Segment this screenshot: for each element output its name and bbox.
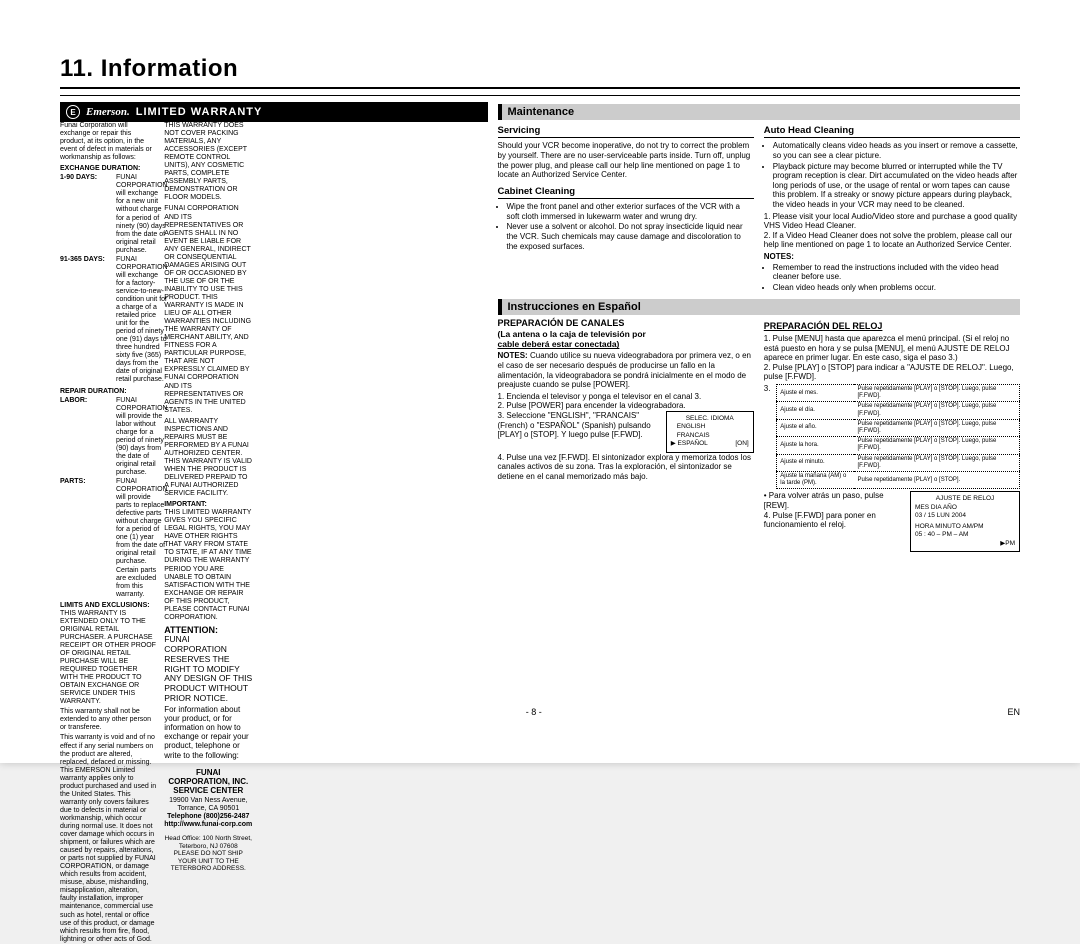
es-back: Para volver atrás un paso, pulse [REW]. <box>764 491 884 510</box>
no-ship: PLEASE DO NOT SHIP YOUR UNIT TO THE TETE… <box>164 850 252 872</box>
warranty-col-a: Funai Corporation will exchange or repai… <box>60 122 156 944</box>
box1-o3: ▶ ESPAÑOL <box>671 440 708 448</box>
canales-sub1: (La antena o la caja de televisión por <box>498 329 754 339</box>
v-91-365: FUNAI CORPORATION will exchange for a fa… <box>116 256 168 385</box>
box1-title: SELEC. IDIOMA <box>671 415 749 423</box>
service-center: SERVICE CENTER <box>164 786 252 795</box>
limits-p1: THIS WARRANTY IS EXTENDED ONLY TO THE OR… <box>60 610 156 707</box>
reloj-h: PREPARACIÓN DEL RELOJ <box>764 321 1020 332</box>
limits-h: LIMITS AND EXCLUSIONS: <box>60 602 156 610</box>
box2-l2: 03 / 15 LUN 2004 <box>915 512 1015 520</box>
can-notes-h: NOTES: <box>498 351 528 360</box>
idioma-box: SELEC. IDIOMA ENGLISH FRANCAIS ▶ ESPAÑOL… <box>666 411 754 453</box>
page-lang: EN <box>1007 707 1020 717</box>
warranty-title: LIMITED WARRANTY <box>136 106 263 118</box>
brand-badge: E <box>66 105 80 119</box>
warranty-col-b: THIS WARRANTY DOES NOT COVER PACKING MAT… <box>164 122 252 944</box>
limits-p3: This warranty is void and of no effect i… <box>60 734 156 943</box>
box1-on: [ON] <box>735 440 748 448</box>
box2-title: AJUSTE DE RELOJ <box>915 495 1015 503</box>
v-parts: FUNAI CORPORATION will provide parts to … <box>116 478 168 599</box>
colb-p5: FUNAI CORPORATION RESERVES THE RIGHT TO … <box>164 635 252 703</box>
rule-thick <box>60 87 1020 89</box>
corp-url: http://www.funai-corp.com <box>164 821 252 829</box>
exchange-duration-h: EXCHANGE DURATION: <box>60 165 156 173</box>
v-labor: FUNAI CORPORATION will provide the labor… <box>116 397 168 477</box>
canales-sub2: cable deberá estar conectada) <box>498 339 754 349</box>
cabinet-b1: Wipe the front panel and other exterior … <box>507 202 754 221</box>
k-labor: LABOR: <box>60 397 116 477</box>
box2-l1: MES DIA AÑO <box>915 504 1015 512</box>
es-r1: Pulse [MENU] hasta que aparezca el menú … <box>764 334 1010 362</box>
rule-thin <box>60 95 1020 96</box>
corp-tel: Telephone (800)256-2487 <box>164 813 252 821</box>
es-r2: Pulse [PLAY] o [STOP] para indicar a "AJ… <box>764 363 1014 382</box>
corp-addr: 19900 Van Ness Avenue, Torrance, CA 9050… <box>164 797 252 813</box>
can-notes: Cuando utilice su nueva videograbadora p… <box>498 351 752 389</box>
auto-b2: Playback picture may become blurred or i… <box>773 162 1020 210</box>
warranty-bar: E Emerson. LIMITED WARRANTY <box>60 102 488 122</box>
k-91-365: 91-365 DAYS: <box>60 256 116 385</box>
v-1-90: FUNAI CORPORATION will exchange for a ne… <box>116 174 168 254</box>
es-l3: Seleccione "ENGLISH", "FRANCAIS"(French)… <box>498 411 651 439</box>
auto-n2: If a Video Head Cleaner does not solve t… <box>764 231 1012 250</box>
page-title: 11. Information <box>60 55 1020 83</box>
auto-b1: Automatically cleans video heads as you … <box>773 141 1020 160</box>
es-l4: Pulse una vez [F.FWD]. El sintonizador e… <box>498 453 751 481</box>
servicing-text: Should your VCR become inoperative, do n… <box>498 141 754 179</box>
notes-b1: Remember to read the instructions includ… <box>773 263 1020 282</box>
es-l1: Encienda el televisor y ponga el televis… <box>506 392 701 401</box>
box2-l3: HORA MINUTO AM/PM <box>915 523 1015 531</box>
cabinet-b2: Never use a solvent or alcohol. Do not s… <box>507 222 754 251</box>
brand-name: Emerson. <box>86 106 130 118</box>
cabinet-h: Cabinet Cleaning <box>498 186 754 199</box>
es-r4: Pulse [F.FWD] para poner en funcionamien… <box>764 511 876 530</box>
k-1-90: 1-90 DAYS: <box>60 174 116 254</box>
corp-name: FUNAI CORPORATION, INC. <box>164 768 252 786</box>
box1-o1: ENGLISH <box>677 423 749 431</box>
es-l2: Pulse [POWER] para encender la videograb… <box>506 401 685 410</box>
box2-l5: ▶PM <box>915 540 1015 548</box>
maintenance-header: Maintenance <box>498 104 1021 120</box>
notes-b2: Clean video heads only when problems occ… <box>773 283 1020 293</box>
colb-p1: THIS WARRANTY DOES NOT COVER PACKING MAT… <box>164 122 252 202</box>
colb-p4: THIS LIMITED WARRANTY GIVES YOU SPECIFIC… <box>164 509 252 622</box>
head-office: Head Office: 100 North Street, Teterboro… <box>164 835 252 850</box>
warranty-intro: Funai Corporation will exchange or repai… <box>60 122 156 162</box>
servicing-h: Servicing <box>498 125 754 138</box>
repair-duration-h: REPAIR DURATION: <box>60 388 156 396</box>
box2-l4: 05 : 40 – PM – AM <box>915 531 1015 539</box>
canales-h: PREPARACIÓN DE CANALES <box>498 318 754 329</box>
auto-head-h: Auto Head Cleaning <box>764 125 1020 138</box>
page-number: - 8 - <box>526 707 542 717</box>
spanish-header: Instrucciones en Español <box>498 299 1021 315</box>
dot-table: Ajuste el mes.Pulse repetidamente [PLAY]… <box>776 384 1020 489</box>
important-h: IMPORTANT: <box>164 501 252 509</box>
colb-p2: FUNAI CORPORATION AND ITS REPRESENTATIVE… <box>164 205 252 414</box>
reloj-box: AJUSTE DE RELOJ MES DIA AÑO 03 / 15 LUN … <box>910 491 1020 552</box>
auto-n1: Please visit your local Audio/Video stor… <box>764 212 1017 231</box>
notes-h: NOTES: <box>764 252 1020 262</box>
colb-p3: ALL WARRANTY INSPECTIONS AND REPAIRS MUS… <box>164 418 252 498</box>
k-parts: PARTS: <box>60 478 116 599</box>
